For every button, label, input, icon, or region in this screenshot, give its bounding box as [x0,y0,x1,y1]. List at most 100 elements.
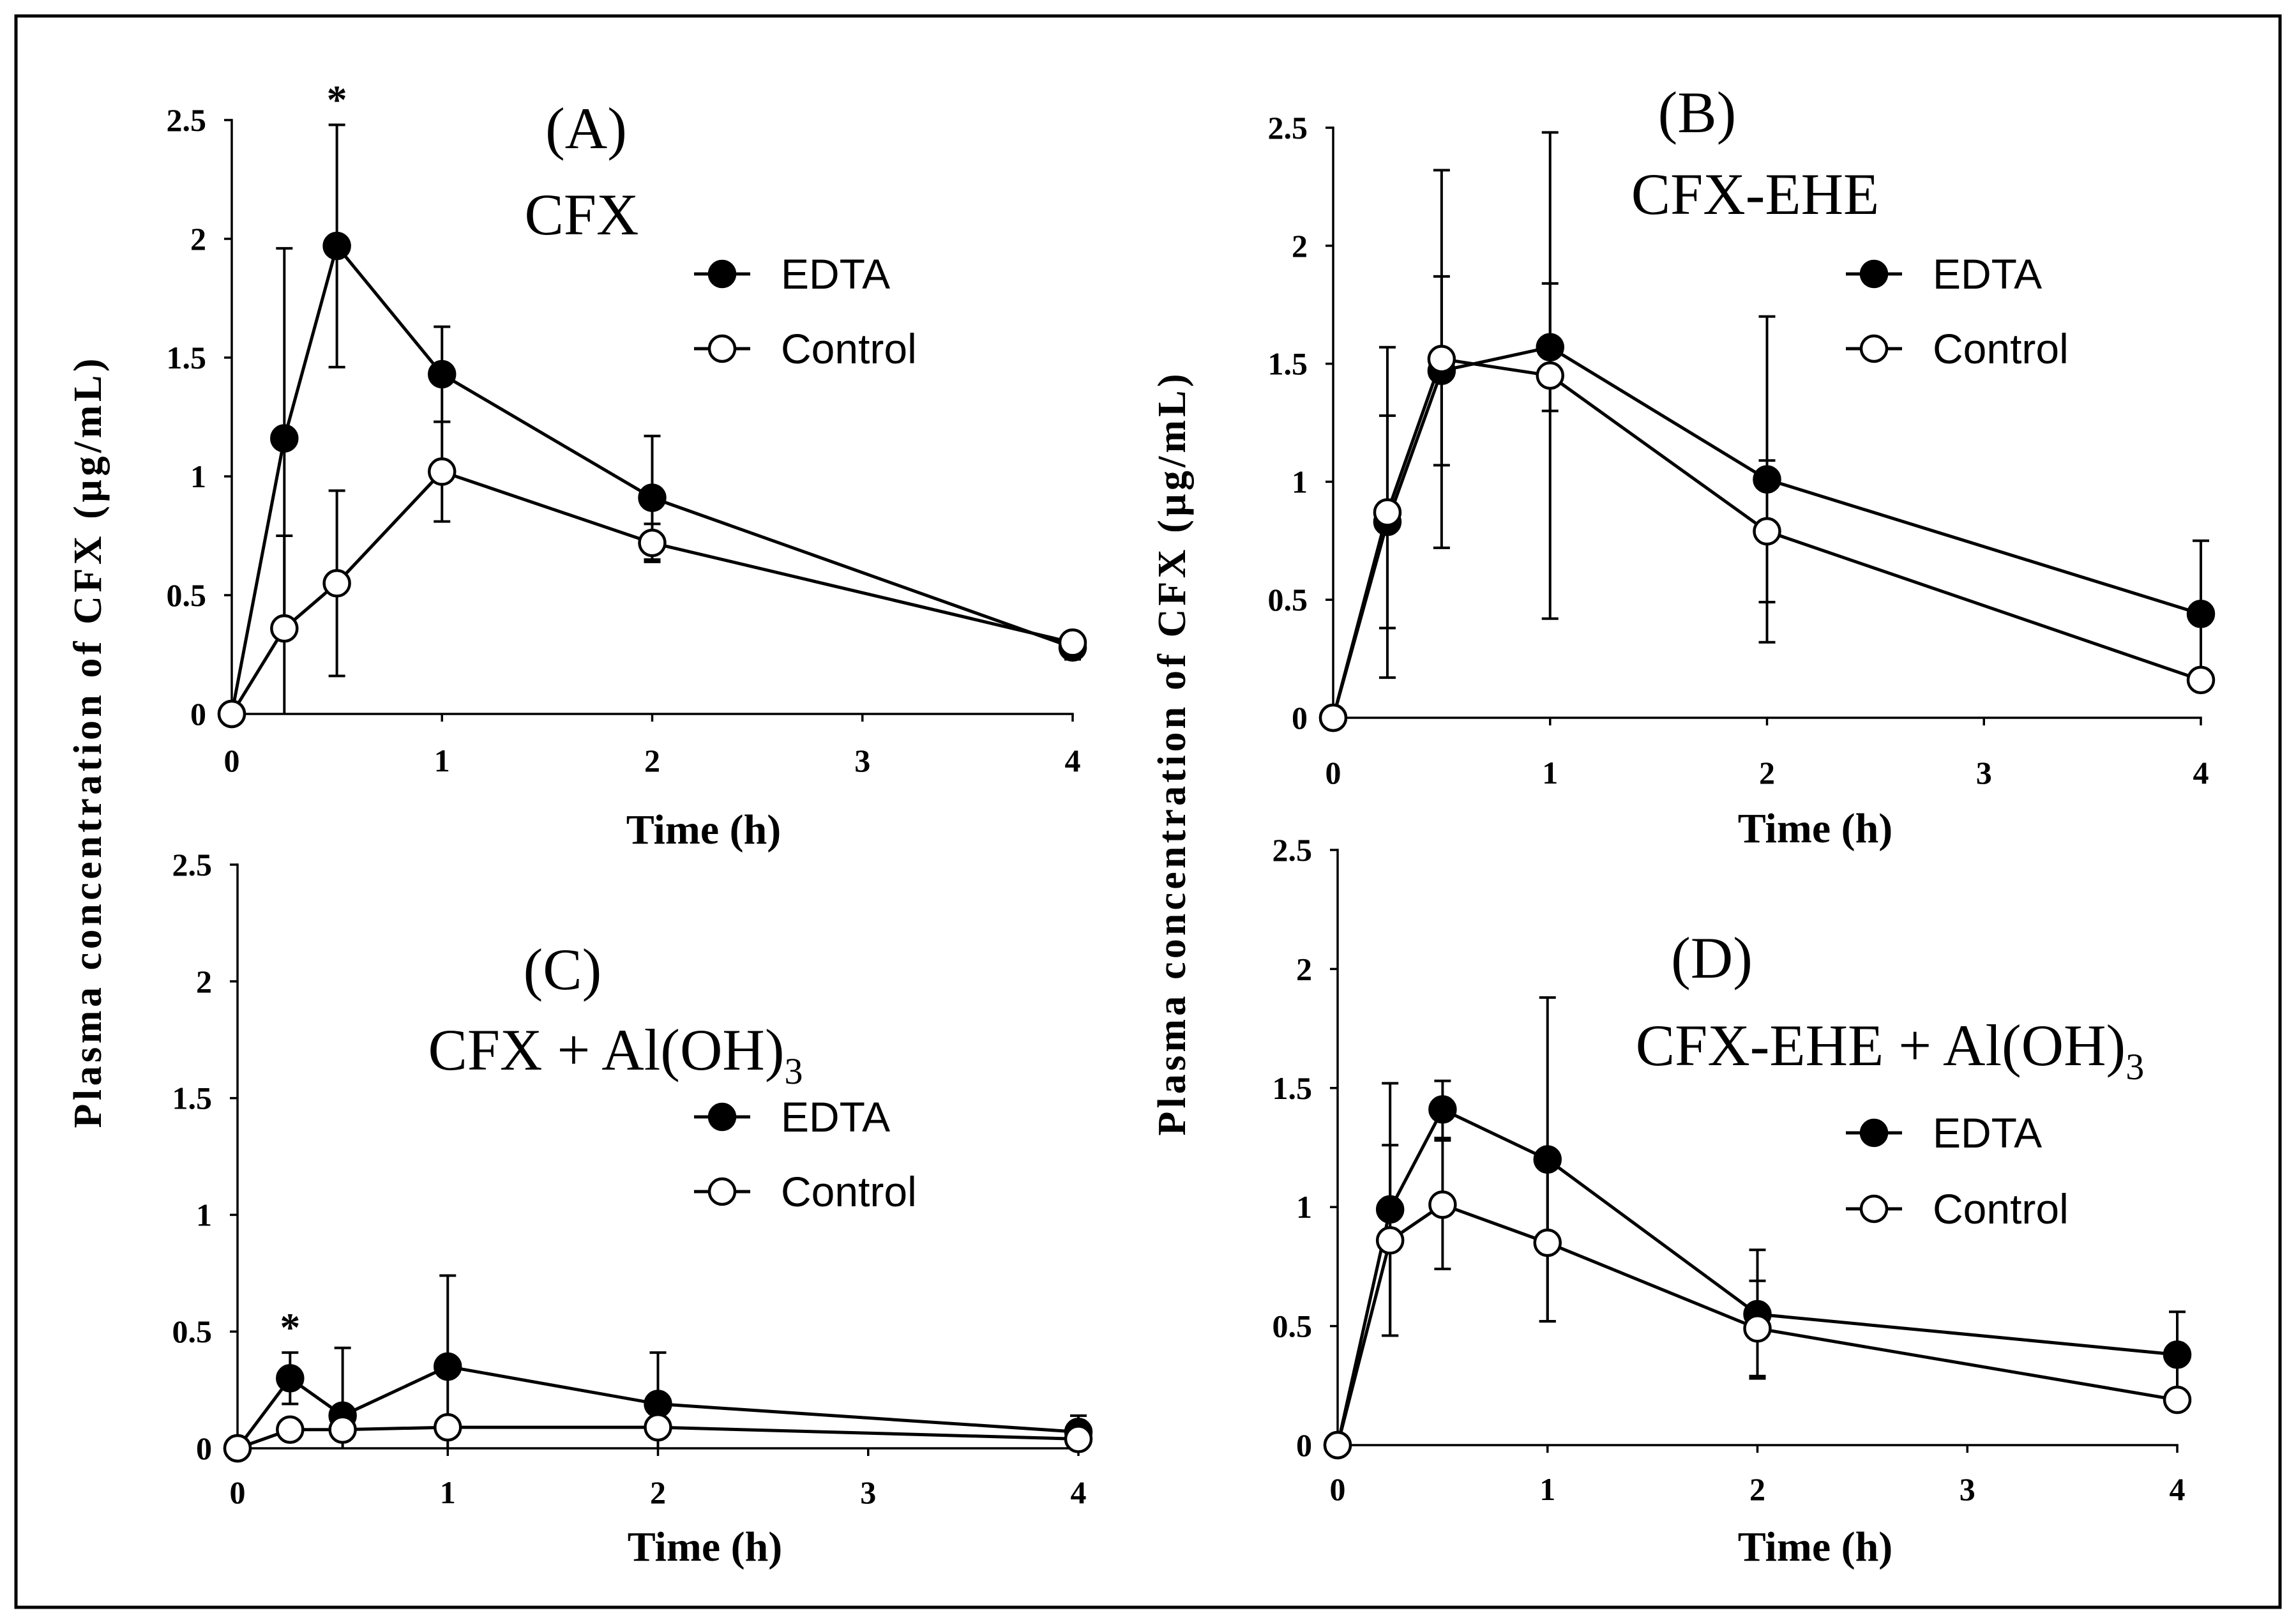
data-point-control [2186,665,2216,695]
panel-title-text: CFX-EHE [1631,162,1879,227]
x-axis-label: Time (h) [626,807,782,853]
x-tick-label: 0 [1330,1471,1346,1507]
data-point-edta [1533,1145,1562,1174]
x-tick-label: 4 [1071,1474,1087,1510]
panel-b: 0 0.5 1 1.5 2 2.5 0 1 2 3 4 Time (h) (B) CFX-EHE EDTA C… [1268,80,2216,852]
x-tick-label: 3 [1960,1471,1975,1507]
data-point-control [1536,361,1564,390]
data-point-control [1058,628,1087,657]
legend-entry-control: Control [694,1168,917,1215]
data-point-control [270,614,299,643]
x-tick-label: 2 [644,743,660,778]
data-point-control [322,569,351,598]
data-point-control [223,1434,252,1463]
x-axis-label: Time (h) [1738,1524,1893,1570]
y-tick-label: 0 [190,696,206,732]
x-tick-label: 3 [1976,755,1992,791]
y-tick-label: 2.5 [1268,110,1308,146]
significance-asterisk: * [327,77,347,122]
panel-title-text: CFX-EHE + Al(OH) [1636,1013,2126,1078]
y-tick-label: 2.5 [172,847,213,883]
y-tick-label: 1.5 [167,340,207,375]
x-tick-label: 4 [2170,1471,2186,1507]
legend: EDTA Control [694,1093,917,1215]
legend: EDTA Control [1846,250,2069,372]
data-point-control [1427,344,1456,374]
series-line-control [1331,357,2202,718]
legend-label: EDTA [1933,250,2042,298]
data-point-edta [270,424,299,453]
legend-marker [707,1102,737,1132]
panel-d: 0 0.5 1 1.5 2 2.5 0 1 2 3 4 Time (h) (D) CFX-EHE + Al… [1273,832,2192,1570]
y-tick-label: 0.5 [1268,582,1308,618]
data-point-control [428,457,457,486]
data-point-edta [2186,600,2216,628]
legend-label: Control [1933,1185,2069,1232]
figure-border [14,14,2282,1609]
legend-marker [1859,259,1889,289]
panel-label: (D) [1671,925,1753,990]
panel-a: 0 0.5 1 1.5 2 2.5 0 1 2 3 4 Time (h) (A) CFX EDTA Contr… [167,77,1087,853]
panel-title-subscript: 3 [2126,1046,2144,1088]
series-line-control [1336,1202,2178,1446]
data-point-control [434,1413,462,1442]
y-tick-label: 0.5 [167,577,207,613]
panel-title: CFX-EHE [1631,162,1879,227]
y-tick-label: 1 [1296,1189,1312,1225]
panel-title: CFX + Al(OH)3 [428,1017,803,1092]
data-point-control [217,699,246,729]
data-point-edta [1375,1195,1405,1224]
y-tick-label: 1.5 [1273,1070,1313,1106]
y-tick-label: 2.5 [167,102,207,138]
panel-title: CFX [525,182,639,247]
data-point-edta [428,360,457,389]
data-point-edta [638,483,667,512]
legend-label: EDTA [781,1093,890,1141]
data-point-control [1743,1314,1772,1343]
legend-label: EDTA [1933,1109,2042,1156]
legend-entry-edta: EDTA [694,250,890,298]
panel-label: (B) [1658,80,1737,145]
legend-marker [707,334,737,363]
legend-entry-control: Control [1846,1185,2069,1232]
y-tick-label: 1 [196,1197,212,1232]
legend-label: Control [1933,325,2069,372]
x-tick-label: 3 [854,743,870,778]
legend-entry-edta: EDTA [1846,250,2042,298]
legend-marker [707,259,737,289]
panel-label: (C) [524,937,602,1002]
x-tick-label: 3 [860,1474,876,1510]
y-tick-label: 0.5 [1273,1308,1313,1344]
legend: EDTA Control [1846,1109,2069,1232]
x-tick-label: 1 [434,743,450,778]
data-point-edta [1428,1095,1457,1124]
legend-marker [1859,1118,1889,1148]
panel-title-text: CFX [525,182,639,247]
y-tick-label: 0.5 [172,1314,213,1349]
data-point-control [2163,1385,2192,1414]
x-tick-label: 2 [1759,755,1775,791]
legend-marker [1859,1194,1889,1224]
legend: EDTA Control [694,250,917,372]
legend-marker [1859,334,1889,363]
x-tick-label: 0 [1325,755,1341,791]
y-tick-label: 0 [1296,1427,1312,1463]
data-point-control [1064,1425,1093,1453]
data-point-edta [1753,465,1781,494]
series-line-edta [236,1365,1079,1450]
data-point-control [1323,1430,1352,1460]
y-tick-label: 1.5 [172,1080,213,1116]
y-tick-label: 2 [190,221,206,257]
data-point-control [638,528,667,557]
data-point-control [1318,703,1348,732]
x-tick-label: 4 [1065,743,1081,778]
x-tick-label: 2 [1749,1471,1765,1507]
data-point-control [1375,1226,1405,1255]
data-point-edta [322,231,351,261]
series-line-edta [1331,345,2202,718]
data-point-control [644,1413,672,1442]
x-tick-label: 0 [230,1474,246,1510]
panel-title: CFX-EHE + Al(OH)3 [1636,1013,2144,1088]
y-tick-label: 2 [1296,951,1312,987]
